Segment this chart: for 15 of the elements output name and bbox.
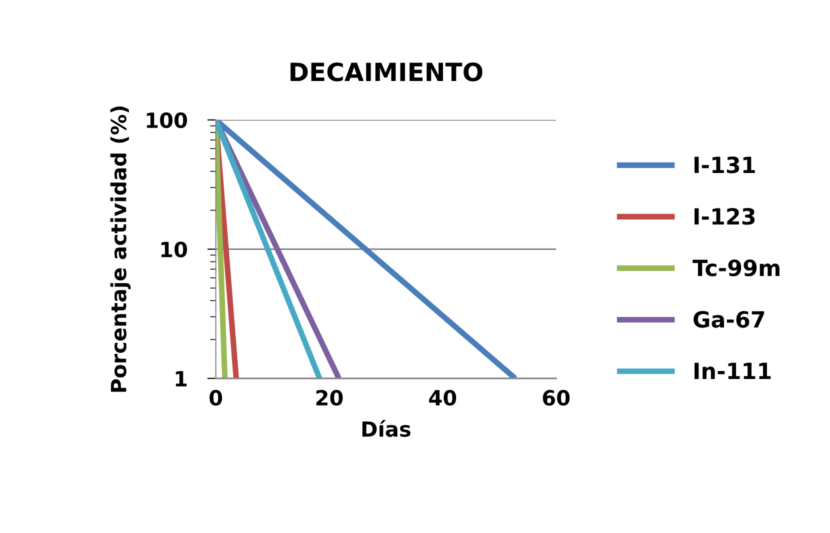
y-tick-label: 10: [161, 242, 188, 258]
x-axis-title: Días: [362, 420, 410, 437]
legend-label: I-123: [694, 208, 755, 225]
y-tick-label: 1: [176, 371, 187, 386]
legend-label: Ga-67: [694, 311, 764, 328]
legend-label: Tc-99m: [692, 260, 780, 276]
x-tick-label: 60: [542, 390, 570, 406]
y-tick-label: 100: [146, 112, 188, 128]
x-tick-label: 20: [316, 390, 343, 406]
legend-label: In-111: [694, 362, 771, 380]
x-tick-label: 0: [210, 390, 222, 406]
chart-title: DECAIMIENTO: [290, 62, 482, 82]
legend-label: I-131: [694, 156, 755, 174]
y-axis-title: Porcentaje actividad (%): [110, 106, 131, 392]
x-tick-label: 40: [429, 390, 456, 406]
